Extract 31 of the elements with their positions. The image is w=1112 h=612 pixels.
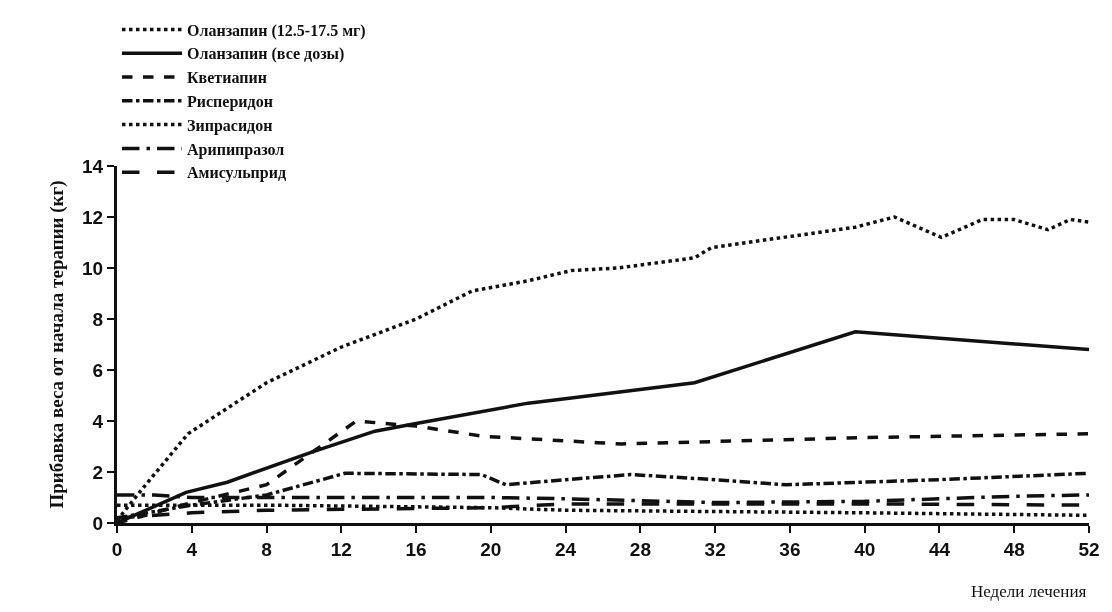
y-tick-label: 4 [92,410,104,432]
legend-label: Арипипразол [187,140,285,159]
y-tick-label: 10 [82,257,104,279]
legend-label: Зипрасидон [187,116,273,135]
x-tick-label: 36 [779,538,801,560]
y-tick-label: 0 [92,512,104,534]
x-tick-label: 16 [405,538,427,560]
y-axis-title: Прибавка веса от начала терапии (кг) [45,180,68,509]
x-tick-label: 44 [928,538,951,560]
x-tick-label: 52 [1078,538,1100,560]
x-tick-label: 40 [854,538,876,560]
y-tick-label: 6 [92,359,104,381]
x-tick-label: 24 [555,538,577,560]
x-tick-label: 28 [629,538,651,560]
x-tick-label: 48 [1003,538,1025,560]
x-tick-label: 20 [480,538,502,560]
legend-label: Оланзапин (все дозы) [187,45,345,64]
x-tick-label: 8 [261,538,272,560]
legend-label: Рисперидон [187,93,273,112]
legend-label: Оланзапин (12.5-17.5 мг) [187,21,366,40]
legend-label: Амисульприд [187,164,287,183]
x-tick-label: 0 [111,538,123,560]
x-tick-label: 12 [330,538,352,560]
legend-label: Кветиапин [187,69,267,87]
y-tick-label: 14 [82,155,104,177]
y-tick-label: 12 [82,206,104,228]
x-tick-label: 4 [186,538,198,560]
y-tick-label: 2 [92,461,104,483]
y-tick-label: 8 [92,308,104,330]
x-tick-label: 32 [704,538,726,560]
x-axis-title: Недели лечения [971,582,1087,601]
